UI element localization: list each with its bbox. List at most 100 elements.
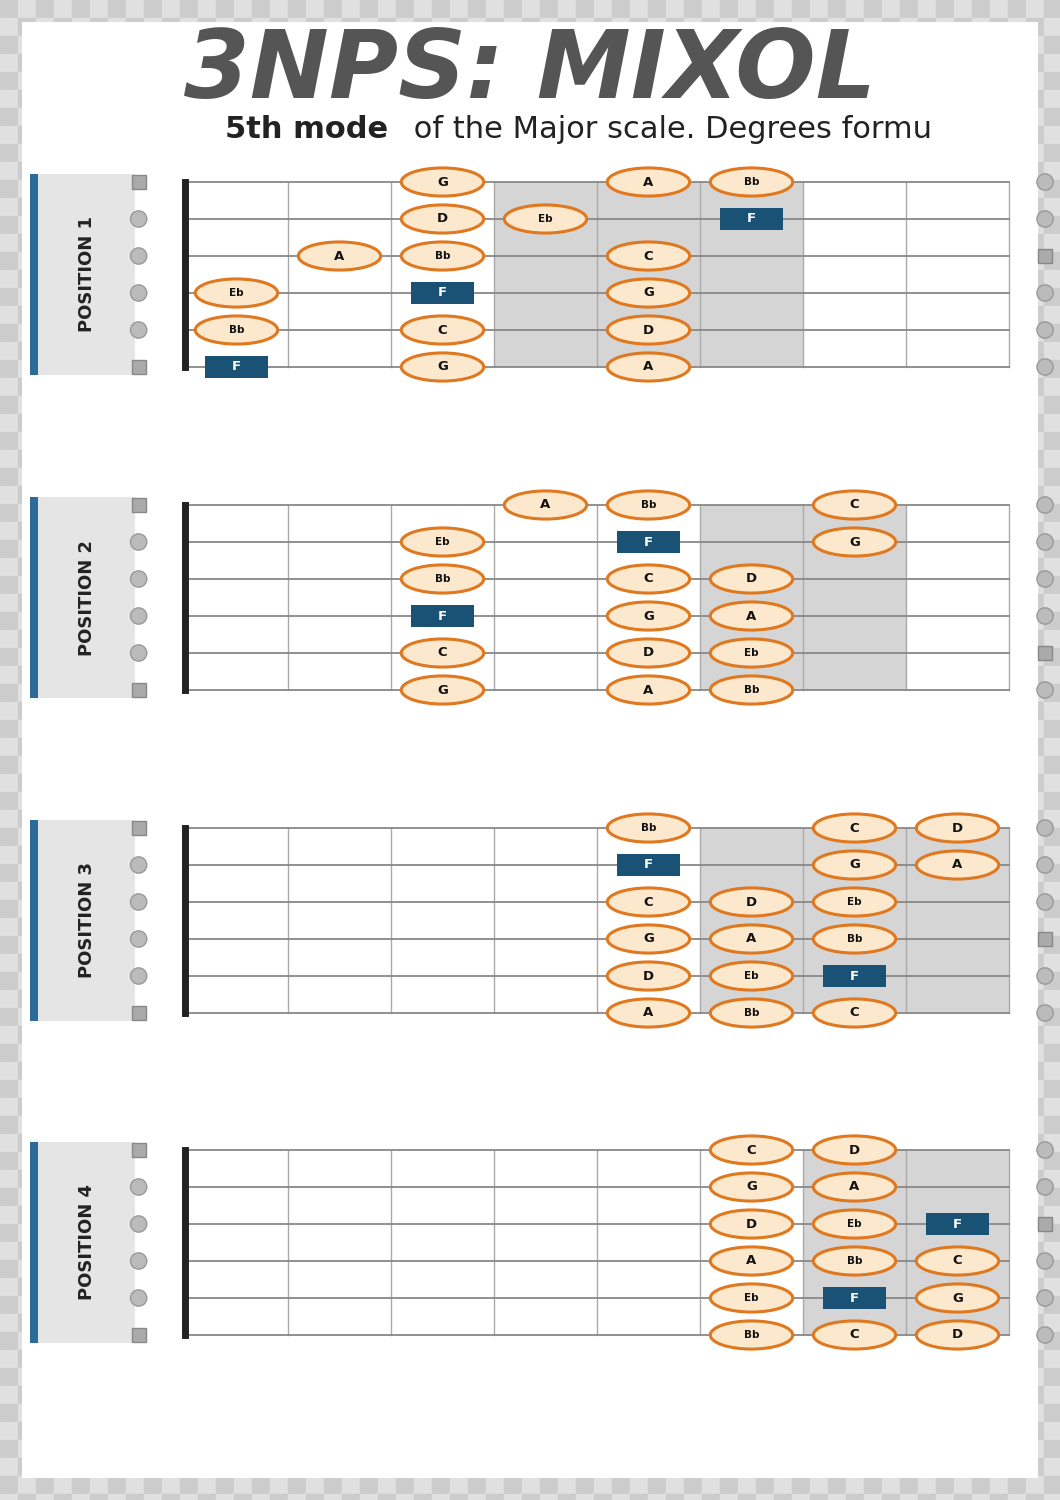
Bar [846, 468, 864, 486]
Bar [846, 108, 864, 126]
Bar [180, 792, 198, 810]
Bar [234, 126, 252, 144]
Bar [306, 720, 324, 738]
Bar [432, 540, 450, 558]
Bar [792, 486, 810, 504]
Bar [270, 378, 288, 396]
Bar [216, 1080, 234, 1098]
Bar [252, 954, 270, 972]
Bar [504, 342, 522, 360]
Bar [414, 972, 432, 990]
Bar [36, 504, 54, 522]
Bar [126, 432, 144, 450]
Bar [342, 594, 360, 612]
Bar [954, 792, 972, 810]
Bar [522, 342, 540, 360]
Bar [360, 522, 378, 540]
Bar [990, 252, 1008, 270]
Bar [342, 342, 360, 360]
Bar [1026, 1134, 1044, 1152]
Bar [90, 738, 108, 756]
Bar [18, 756, 36, 774]
Bar [900, 216, 918, 234]
Bar [504, 1260, 522, 1278]
Bar [54, 1296, 72, 1314]
Bar [882, 1170, 900, 1188]
Bar [954, 1224, 972, 1242]
Bar [918, 306, 936, 324]
Bar [702, 1242, 720, 1260]
Bar [450, 756, 469, 774]
Bar [864, 720, 882, 738]
Bar [1008, 1242, 1026, 1260]
Bar [1008, 180, 1026, 198]
Bar [702, 1422, 720, 1440]
Bar [288, 648, 306, 666]
Bar [882, 108, 900, 126]
Bar [72, 810, 90, 828]
Bar [342, 252, 360, 270]
Bar [900, 1206, 918, 1224]
Bar [774, 1422, 792, 1440]
Bar [504, 990, 522, 1008]
Bar [324, 396, 342, 414]
Bar [720, 90, 738, 108]
Bar [1026, 540, 1044, 558]
Bar [630, 576, 648, 594]
Bar [18, 450, 36, 468]
Bar [485, 270, 504, 288]
Bar [54, 72, 72, 90]
Bar [864, 1332, 882, 1350]
Bar [936, 342, 954, 360]
Bar [720, 936, 738, 954]
Bar [108, 108, 126, 126]
Bar [1044, 756, 1060, 774]
Bar [882, 54, 900, 72]
Bar [54, 1332, 72, 1350]
Bar [90, 36, 108, 54]
Bar [774, 666, 792, 684]
Bar [630, 1206, 648, 1224]
Bar [469, 216, 485, 234]
Bar [162, 1116, 180, 1134]
Bar [918, 1044, 936, 1062]
Bar [540, 1026, 558, 1044]
Bar [414, 1494, 432, 1500]
Text: D: D [849, 1143, 860, 1156]
Bar [234, 450, 252, 468]
Bar [180, 1332, 198, 1350]
Bar [648, 324, 666, 342]
Bar [810, 684, 828, 702]
Bar [18, 630, 36, 648]
Text: G: G [746, 1180, 757, 1194]
Ellipse shape [607, 676, 690, 703]
Bar [846, 36, 864, 54]
Bar [0, 270, 18, 288]
Bar [864, 18, 882, 36]
Bar [630, 756, 648, 774]
Bar [882, 234, 900, 252]
Bar [306, 396, 324, 414]
Bar [720, 594, 738, 612]
Bar [485, 1170, 504, 1188]
Bar [576, 594, 594, 612]
Bar [882, 720, 900, 738]
Bar [378, 288, 396, 306]
Bar [252, 1368, 270, 1386]
Bar [1008, 1026, 1026, 1044]
Bar [936, 954, 954, 972]
Ellipse shape [813, 1246, 896, 1275]
Bar [252, 1062, 270, 1080]
Bar [450, 234, 469, 252]
Bar [666, 36, 684, 54]
Bar [180, 450, 198, 468]
Bar [990, 270, 1008, 288]
Bar [360, 1080, 378, 1098]
Bar [90, 342, 108, 360]
Bar [469, 792, 485, 810]
Bar [450, 288, 469, 306]
Bar [990, 918, 1008, 936]
Bar [504, 522, 522, 540]
Bar [378, 270, 396, 288]
Bar [360, 450, 378, 468]
